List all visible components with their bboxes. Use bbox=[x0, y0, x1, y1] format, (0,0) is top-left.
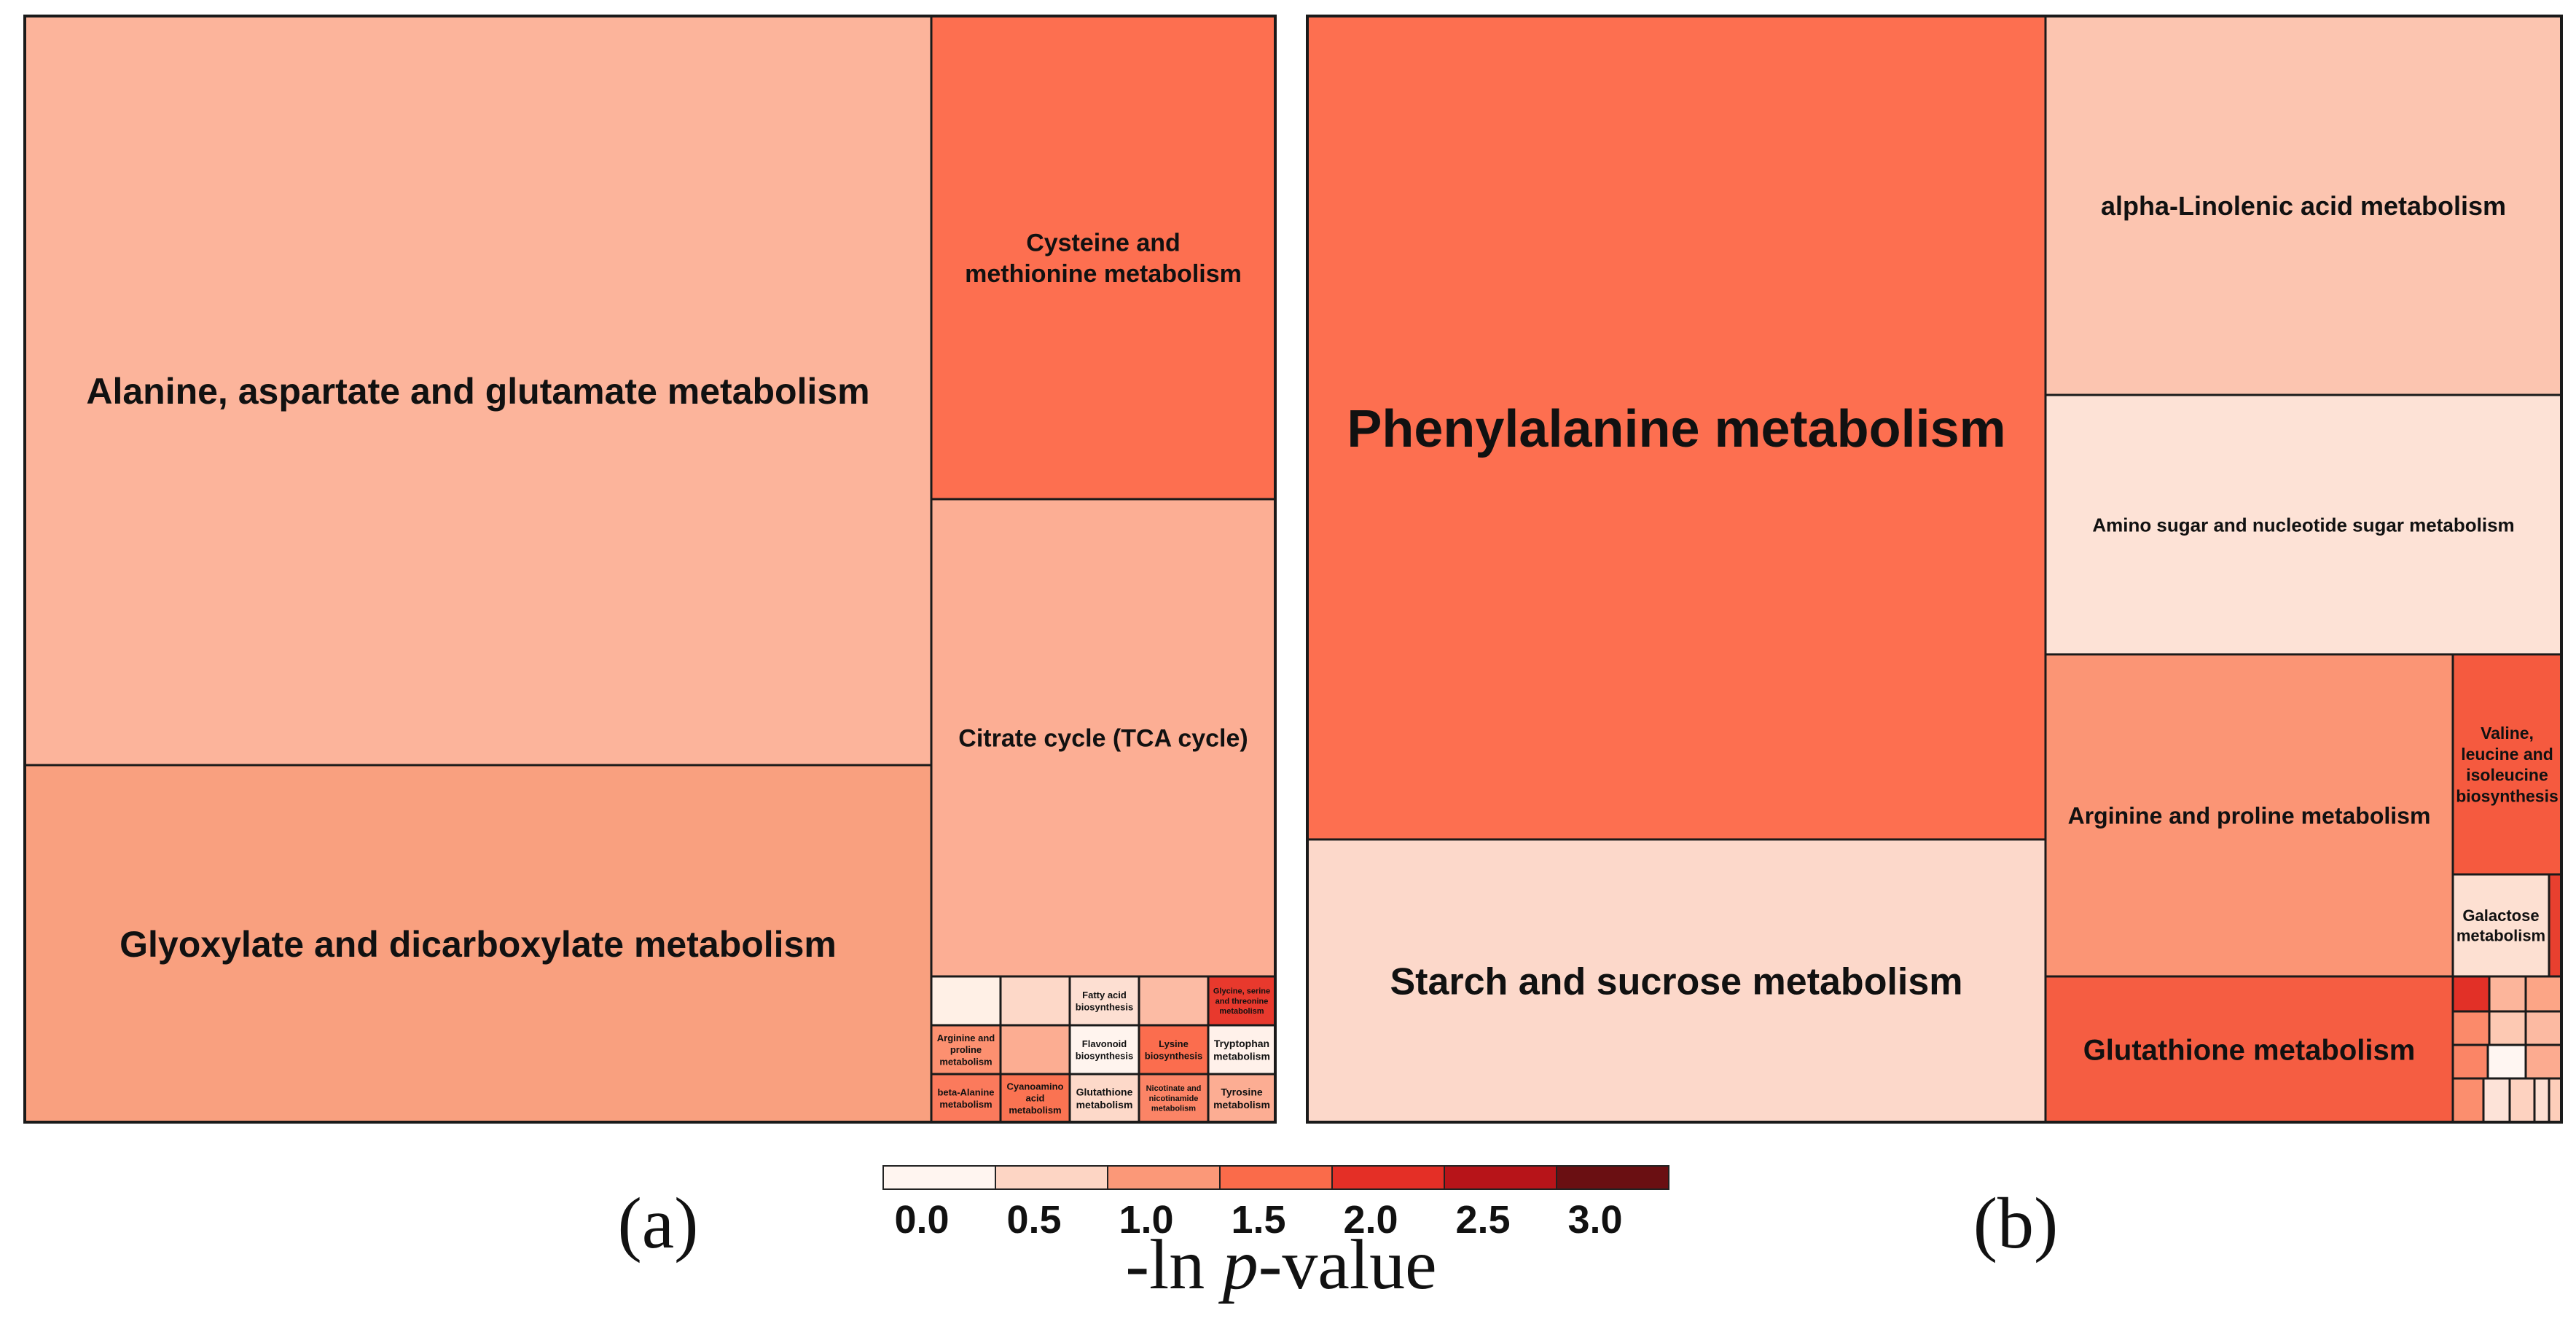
treemap-label-alanine-aspartate-and-glutamate-metabolism: Alanine, aspartate and glutamate metabol… bbox=[86, 371, 869, 412]
panel-frame bbox=[1306, 15, 2563, 1124]
treemap-cell-cell-7 bbox=[1138, 975, 1210, 1027]
legend-tick-label: 3.0 bbox=[1567, 1198, 1622, 1242]
treemap-label-tyrosine-metabolism: Tyrosine metabolism bbox=[1213, 1086, 1270, 1110]
treemap-cell-tryptophan-metabolism bbox=[1207, 1024, 1277, 1076]
treemap-label-galactose-metabolism: Galactose metabolism bbox=[2456, 906, 2545, 945]
treemap-panel-b: Phenylalanine metabolism Starch and sucro… bbox=[1306, 15, 2563, 1124]
treemap-cell-cell-4 bbox=[930, 975, 1002, 1027]
treemap-label-valine-leucine-and-isoleucine-biosynthesis: Valine, leucine and isoleucine biosynthesis bbox=[2456, 724, 2559, 805]
treemap-label-glycine-serine-and-threonine-metabolism: Glycine, serine and threonine metabolism bbox=[1213, 987, 1270, 1016]
legend-tick-label: 0.5 bbox=[1006, 1198, 1061, 1242]
treemap-cell-glutathione-metabolism bbox=[2044, 975, 2454, 1124]
legend-swatch bbox=[882, 1165, 996, 1190]
treemap-label-beta-alanine-metabolism: beta-Alanine metabolism bbox=[937, 1087, 994, 1110]
treemap-cell-galactose-metabolism bbox=[2451, 873, 2550, 978]
treemap-cell-cell-17 bbox=[2524, 1043, 2563, 1080]
legend-swatch bbox=[1107, 1165, 1221, 1190]
treemap-label-glutathione-metabolism: Glutathione metabolism bbox=[2083, 1034, 2416, 1066]
treemap-cell-alanine-aspartate-and-glutamate-metabolism bbox=[23, 15, 933, 767]
treemap-cell-phenylalanine-metabolism bbox=[1306, 15, 2047, 841]
treemap-label-arginine-and-proline-metabolism: Arginine and proline metabolism bbox=[937, 1033, 995, 1068]
treemap-cell-cell-10 bbox=[2488, 975, 2527, 1013]
treemap-cell-cell-7 bbox=[2548, 873, 2563, 978]
treemap-cell-cell-10 bbox=[999, 1024, 1071, 1076]
panel-b-label: (b) bbox=[1973, 1183, 2059, 1264]
treemap-cell-valine-leucine-and-isoleucine-biosynthesis bbox=[2451, 653, 2563, 876]
legend-tick-label: 1.5 bbox=[1231, 1198, 1285, 1242]
treemap-label-alpha-linolenic-acid-metabolism: alpha-Linolenic acid metabolism bbox=[2101, 191, 2506, 221]
legend-swatch bbox=[1219, 1165, 1333, 1190]
treemap-cell-arginine-and-proline-metabolism bbox=[930, 1024, 1002, 1076]
treemap-label-fatty-acid-biosynthesis: Fatty acid biosynthesis bbox=[1076, 990, 1133, 1012]
treemap-cell-cell-20 bbox=[2508, 1077, 2536, 1124]
treemap-cell-cell-14 bbox=[2524, 1010, 2563, 1046]
treemap-label-flavonoid-biosynthesis: Flavonoid biosynthesis bbox=[1076, 1038, 1133, 1061]
legend-swatch bbox=[1556, 1165, 1669, 1190]
legend-tick-label: 0.0 bbox=[894, 1198, 949, 1242]
legend-tick-label: 2.0 bbox=[1343, 1198, 1398, 1242]
treemap-label-starch-and-sucrose-metabolism: Starch and sucrose metabolism bbox=[1390, 961, 1962, 1003]
treemap-cell-cell-11 bbox=[2524, 975, 2563, 1013]
legend-swatch bbox=[995, 1165, 1108, 1190]
treemap-cell-cysteine-and-methionine-metabolism bbox=[930, 15, 1277, 501]
legend-tick-label: 2.5 bbox=[1455, 1198, 1510, 1242]
treemap-cell-cell-9 bbox=[2451, 975, 2491, 1013]
treemap-cell-flavonoid-biosynthesis bbox=[1068, 1024, 1140, 1076]
treemap-cell-amino-sugar-and-nucleotide-sugar-metabolism bbox=[2044, 393, 2563, 656]
treemap-cell-cell-5 bbox=[999, 975, 1071, 1027]
treemap-label-citrate-cycle-tca-cycle: Citrate cycle (TCA cycle) bbox=[958, 725, 1248, 753]
treemap-cell-cell-16 bbox=[2486, 1043, 2527, 1080]
treemap-label-glyoxylate-and-dicarboxylate-metabolism: Glyoxylate and dicarboxylate metabolism bbox=[120, 924, 837, 965]
panel-a-label: (a) bbox=[618, 1183, 699, 1264]
treemap-cell-glycine-serine-and-threonine-metabolism bbox=[1207, 975, 1277, 1027]
treemap-cell-cell-13 bbox=[2488, 1010, 2527, 1046]
treemap-cell-starch-and-sucrose-metabolism bbox=[1306, 838, 2047, 1124]
treemap-cell-cell-12 bbox=[2451, 1010, 2491, 1046]
treemap-label-cysteine-and-methionine-metabolism: Cysteine and methionine metabolism bbox=[965, 229, 1242, 288]
legend-tick-label: 1.0 bbox=[1119, 1198, 1173, 1242]
treemap-cell-cell-18 bbox=[2451, 1077, 2485, 1124]
panel-frame bbox=[23, 15, 1277, 1124]
treemap-panel-a: Alanine, aspartate and glutamate metabol… bbox=[23, 15, 1277, 1124]
treemap-label-lysine-biosynthesis: Lysine biosynthesis bbox=[1145, 1038, 1202, 1061]
color-scale-legend: 0.0 0.5 1.0 1.5 2.0 2.5 3.0 bbox=[882, 1165, 1669, 1242]
treemap-label-cyanoamino-acid-metabolism: Cyanoamino acid metabolism bbox=[1006, 1081, 1063, 1116]
treemap-cell-nicotinate-and-nicotinamide-metabolism bbox=[1138, 1073, 1210, 1124]
treemap-cell-cell-22 bbox=[2548, 1077, 2563, 1124]
treemap-label-phenylalanine-metabolism: Phenylalanine metabolism bbox=[1347, 400, 2005, 458]
treemap-label-glutathione-metabolism: Glutathione metabolism bbox=[1076, 1086, 1133, 1110]
treemap-cell-cell-19 bbox=[2482, 1077, 2511, 1124]
treemap-cell-citrate-cycle-tca-cycle bbox=[930, 498, 1277, 978]
treemap-cell-alpha-linolenic-acid-metabolism bbox=[2044, 15, 2563, 396]
treemap-cell-cell-15 bbox=[2451, 1043, 2489, 1080]
legend-swatch bbox=[1331, 1165, 1445, 1190]
legend-title: -ln p-value bbox=[1125, 1226, 1436, 1304]
treemap-label-amino-sugar-and-nucleotide-sugar-metabolism: Amino sugar and nucleotide sugar metabol… bbox=[2092, 514, 2514, 536]
treemap-cell-cell-21 bbox=[2533, 1077, 2550, 1124]
treemap-label-arginine-and-proline-metabolism: Arginine and proline metabolism bbox=[2068, 803, 2431, 829]
treemap-label-nicotinate-and-nicotinamide-metabolism: Nicotinate and nicotinamide metabolism bbox=[1146, 1084, 1202, 1113]
legend-swatch bbox=[1444, 1165, 1557, 1190]
treemap-label-tryptophan-metabolism: Tryptophan metabolism bbox=[1213, 1038, 1270, 1062]
treemap-cell-glyoxylate-and-dicarboxylate-metabolism bbox=[23, 764, 933, 1124]
